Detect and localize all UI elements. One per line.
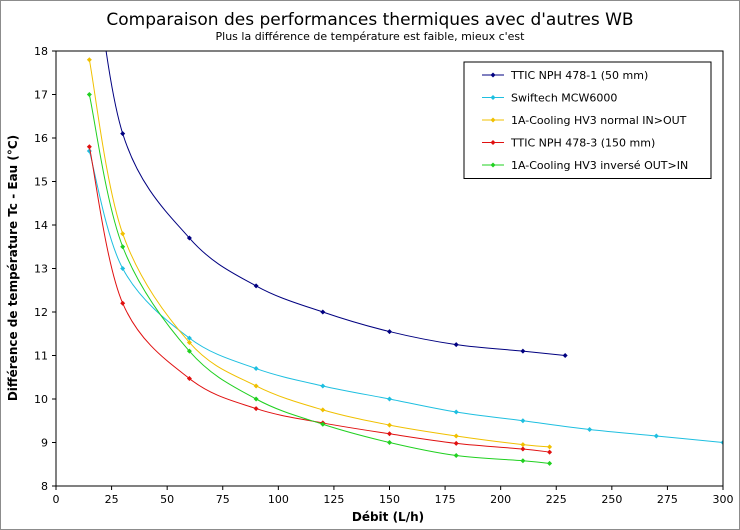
legend-label: TTIC NPH 478-3 (150 mm) — [510, 137, 655, 150]
data-point — [387, 396, 392, 402]
x-tick-label: 125 — [323, 493, 344, 506]
y-axis-label: Différence de température Tc - Eau (°C) — [6, 135, 20, 401]
y-tick-label: 16 — [34, 132, 48, 145]
data-point — [520, 442, 526, 448]
data-point — [387, 329, 392, 335]
data-point — [86, 144, 92, 150]
y-tick-label: 9 — [41, 437, 48, 450]
data-point — [86, 57, 92, 63]
legend-label: TTIC NPH 478-1 (50 mm) — [510, 69, 648, 82]
data-point — [653, 433, 659, 439]
data-point — [453, 409, 459, 415]
data-point — [253, 366, 259, 372]
y-tick-label: 12 — [34, 306, 48, 319]
y-tick-label: 14 — [34, 219, 48, 232]
data-point — [120, 266, 126, 271]
legend-item: TTIC NPH 478-3 (150 mm) — [482, 137, 655, 150]
x-tick-label: 175 — [435, 493, 456, 506]
x-tick-label: 225 — [546, 493, 567, 506]
legend-label: 1A-Cooling HV3 normal IN>OUT — [511, 114, 687, 127]
data-point — [253, 396, 259, 402]
legend-item: TTIC NPH 478-1 (50 mm) — [482, 69, 648, 82]
x-tick-label: 300 — [713, 493, 734, 506]
chart-title: Comparaison des performances thermiques … — [106, 10, 633, 30]
chart-subtitle: Plus la différence de température est fa… — [216, 30, 526, 43]
x-tick-label: 75 — [216, 493, 230, 506]
legend-swatch-marker — [490, 72, 496, 78]
legend-item: Swiftech MCW6000 — [482, 92, 617, 105]
data-point — [86, 92, 92, 97]
y-tick-label: 15 — [34, 176, 48, 189]
y-tick-label: 18 — [34, 45, 48, 58]
x-tick-label: 100 — [268, 493, 289, 506]
data-point — [587, 426, 593, 432]
y-tick-label: 13 — [34, 263, 48, 276]
legend-swatch-marker — [490, 117, 496, 123]
data-point — [186, 376, 192, 382]
data-point — [520, 348, 526, 354]
data-point — [547, 449, 553, 455]
legend-swatch-marker — [490, 95, 496, 100]
data-point — [387, 431, 392, 437]
legend-swatch-marker — [490, 140, 496, 145]
y-tick-label: 11 — [34, 350, 48, 363]
data-point — [186, 335, 192, 341]
data-point — [547, 460, 553, 466]
y-tick-label: 17 — [34, 89, 48, 102]
data-point — [320, 309, 326, 315]
data-point — [387, 422, 392, 428]
x-tick-label: 50 — [160, 493, 174, 506]
data-point — [387, 440, 392, 445]
data-point — [186, 348, 192, 354]
y-tick-label: 8 — [41, 480, 48, 493]
series-layer — [86, 51, 723, 466]
data-point — [186, 339, 192, 345]
data-point — [253, 383, 259, 389]
x-tick-label: 250 — [601, 493, 622, 506]
series-1 — [105, 51, 568, 358]
x-tick-label: 25 — [105, 493, 119, 506]
data-point — [120, 131, 126, 137]
data-point — [547, 444, 553, 450]
data-point — [120, 244, 126, 250]
x-tick-label: 275 — [657, 493, 678, 506]
data-point — [320, 383, 326, 389]
data-point — [562, 353, 568, 358]
series-line — [88, 150, 723, 443]
data-point — [186, 235, 192, 241]
legend-swatch-marker — [490, 162, 496, 168]
data-point — [453, 433, 459, 439]
data-point — [520, 446, 526, 452]
data-point — [453, 453, 459, 459]
series-5 — [86, 92, 553, 466]
data-point — [320, 421, 326, 427]
y-tick-label: 10 — [34, 393, 48, 406]
legend-item: 1A-Cooling HV3 normal IN>OUT — [482, 114, 687, 127]
legend-box — [463, 61, 712, 179]
x-tick-label: 0 — [53, 493, 60, 506]
x-tick-label: 200 — [490, 493, 511, 506]
legend-label: 1A-Cooling HV3 inversé OUT>IN — [511, 159, 688, 172]
legend-item: 1A-Cooling HV3 inversé OUT>IN — [482, 159, 688, 172]
legend: TTIC NPH 478-1 (50 mm) Swiftech MCW6000 1A… — [463, 61, 712, 179]
x-tick-label: 150 — [379, 493, 400, 506]
axes-layer: 0 25 50 75 100 125 150 175 200 225 250 275 300 8 9 10 11… — [34, 45, 734, 506]
legend-label: Swiftech MCW6000 — [511, 92, 617, 105]
data-point — [253, 283, 259, 289]
data-point — [520, 418, 526, 424]
data-point — [720, 440, 723, 445]
data-point — [320, 407, 326, 413]
series-3 — [86, 57, 553, 450]
data-point — [253, 406, 259, 412]
data-point — [120, 300, 126, 306]
x-axis-label: Débit (L/h) — [352, 510, 424, 524]
data-point — [453, 440, 459, 446]
data-point — [520, 458, 526, 464]
series-2 — [86, 148, 723, 445]
data-point — [453, 342, 459, 348]
data-point — [120, 231, 126, 237]
